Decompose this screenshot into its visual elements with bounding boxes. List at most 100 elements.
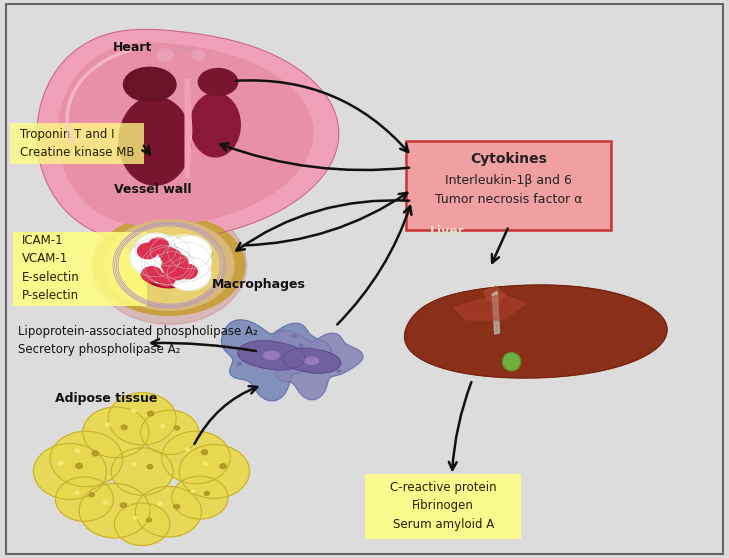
Circle shape: [159, 247, 176, 261]
Circle shape: [150, 237, 190, 266]
Text: Cytokines: Cytokines: [470, 152, 547, 166]
Text: Vessel wall: Vessel wall: [114, 183, 192, 196]
Text: Liver: Liver: [430, 225, 465, 238]
Ellipse shape: [157, 49, 174, 61]
Circle shape: [174, 426, 179, 430]
Circle shape: [174, 504, 179, 509]
Polygon shape: [405, 285, 667, 378]
Circle shape: [155, 252, 189, 278]
Circle shape: [55, 477, 114, 521]
Circle shape: [289, 365, 293, 368]
Circle shape: [292, 334, 296, 338]
Circle shape: [141, 267, 162, 282]
Circle shape: [191, 490, 195, 493]
Polygon shape: [269, 330, 363, 400]
Circle shape: [144, 247, 195, 285]
Circle shape: [141, 410, 199, 455]
Ellipse shape: [502, 353, 521, 371]
Circle shape: [114, 503, 170, 546]
Circle shape: [303, 353, 306, 355]
Ellipse shape: [183, 244, 208, 258]
Ellipse shape: [168, 234, 197, 250]
Circle shape: [79, 483, 150, 538]
Circle shape: [83, 407, 149, 458]
Ellipse shape: [139, 237, 168, 253]
Circle shape: [337, 369, 340, 372]
Circle shape: [106, 423, 109, 426]
Circle shape: [237, 362, 241, 365]
Polygon shape: [138, 238, 206, 287]
Circle shape: [160, 424, 164, 427]
Text: Heart: Heart: [113, 41, 152, 54]
FancyBboxPatch shape: [406, 141, 611, 230]
Circle shape: [149, 238, 168, 253]
Circle shape: [281, 364, 284, 367]
Circle shape: [172, 476, 228, 519]
Polygon shape: [94, 215, 245, 315]
Polygon shape: [484, 287, 504, 302]
Polygon shape: [104, 220, 234, 310]
Circle shape: [167, 259, 184, 272]
Polygon shape: [58, 43, 313, 226]
Polygon shape: [37, 30, 339, 242]
Polygon shape: [238, 341, 305, 370]
Ellipse shape: [123, 68, 176, 102]
Polygon shape: [138, 238, 206, 287]
Polygon shape: [492, 291, 499, 334]
Circle shape: [279, 344, 284, 348]
FancyBboxPatch shape: [10, 123, 144, 164]
Polygon shape: [125, 237, 213, 258]
Polygon shape: [185, 80, 192, 178]
Circle shape: [203, 462, 208, 465]
Ellipse shape: [147, 235, 182, 256]
Circle shape: [179, 264, 198, 279]
Circle shape: [138, 243, 157, 259]
Text: C-reactive protein
Fibrinogen
Serum amyloid A: C-reactive protein Fibrinogen Serum amyl…: [390, 480, 496, 531]
FancyBboxPatch shape: [13, 232, 147, 306]
Circle shape: [167, 257, 211, 291]
Circle shape: [303, 356, 306, 359]
Circle shape: [204, 492, 209, 496]
Circle shape: [277, 342, 281, 345]
Text: Lipoprotein-associated phospholipase A₂
Secretory phospholipase A₂: Lipoprotein-associated phospholipase A₂ …: [18, 325, 258, 356]
Polygon shape: [222, 320, 331, 401]
Ellipse shape: [264, 351, 279, 359]
Text: ICAM-1
VCAM-1
E-selectin
P-selectin: ICAM-1 VCAM-1 E-selectin P-selectin: [22, 234, 79, 302]
Circle shape: [161, 249, 182, 265]
Circle shape: [75, 449, 79, 453]
Polygon shape: [115, 226, 223, 304]
Polygon shape: [453, 295, 526, 320]
Circle shape: [179, 264, 195, 276]
Circle shape: [179, 445, 249, 498]
Circle shape: [104, 501, 108, 504]
Circle shape: [171, 255, 188, 268]
Circle shape: [201, 450, 208, 455]
Circle shape: [136, 487, 201, 537]
Circle shape: [92, 451, 98, 456]
Circle shape: [157, 273, 175, 286]
Ellipse shape: [119, 97, 191, 185]
Text: Troponin T and I
Creatine kinase MB: Troponin T and I Creatine kinase MB: [20, 128, 135, 159]
Circle shape: [284, 347, 287, 349]
Text: Adipose tissue: Adipose tissue: [55, 392, 157, 406]
Polygon shape: [283, 348, 340, 373]
Circle shape: [185, 448, 190, 451]
FancyBboxPatch shape: [365, 474, 521, 539]
Circle shape: [120, 503, 127, 508]
Circle shape: [162, 258, 183, 275]
Circle shape: [158, 503, 162, 506]
Circle shape: [300, 344, 303, 347]
Circle shape: [295, 365, 299, 368]
Circle shape: [147, 518, 152, 522]
Circle shape: [147, 411, 154, 416]
Circle shape: [147, 465, 152, 469]
Circle shape: [132, 410, 136, 412]
Circle shape: [75, 491, 79, 494]
Text: Interleukin-1β and 6
Tumor necrosis factor α: Interleukin-1β and 6 Tumor necrosis fact…: [434, 174, 582, 206]
Circle shape: [160, 242, 211, 281]
Circle shape: [220, 464, 226, 469]
Circle shape: [136, 233, 176, 265]
Circle shape: [133, 517, 137, 519]
Circle shape: [58, 461, 63, 465]
Text: Macrophages: Macrophages: [211, 278, 305, 291]
